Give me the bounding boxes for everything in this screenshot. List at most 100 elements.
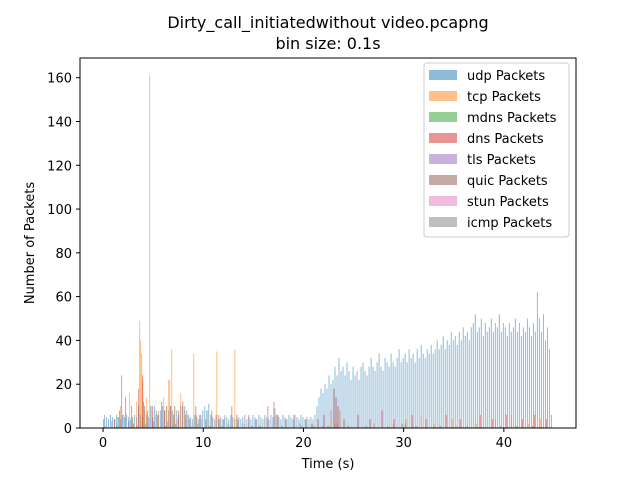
legend-label-dns: dns Packets — [467, 132, 544, 147]
bar-tcp-33 — [216, 351, 218, 428]
bar-dns-47 — [425, 419, 427, 428]
bar-udp-167 — [434, 349, 436, 428]
bar-tcp-44 — [339, 410, 341, 428]
bar-udp-187 — [474, 314, 476, 428]
bar-tcp-39 — [264, 419, 266, 428]
legend-swatch-tls — [429, 154, 457, 164]
bar-udp-31 — [162, 406, 164, 428]
bar-tls-2 — [167, 421, 169, 428]
bar-udp-218 — [536, 292, 538, 428]
bar-udp-141 — [382, 371, 384, 428]
bar-udp-114 — [328, 375, 330, 428]
bar-udp-8 — [118, 417, 120, 428]
bar-udp-176 — [452, 340, 454, 428]
bar-udp-179 — [458, 331, 460, 428]
bar-udp-65 — [230, 414, 232, 428]
bar-dns-28 — [267, 406, 269, 428]
bar-udp-77 — [254, 417, 256, 428]
bar-tcp-46 — [392, 423, 394, 428]
bar-tcp-25 — [180, 392, 182, 428]
bar-dns-11 — [164, 410, 166, 428]
bar-tcp-13 — [146, 397, 148, 428]
x-tick-label: 10 — [195, 436, 212, 451]
bar-tcp-17 — [158, 410, 160, 428]
bar-udp-189 — [478, 327, 480, 428]
bar-udp-107 — [314, 414, 316, 428]
bar-udp-1 — [104, 414, 106, 428]
bar-icmp-1 — [301, 425, 303, 428]
bar-udp-24 — [148, 417, 150, 428]
bar-udp-5 — [112, 417, 114, 428]
bar-udp-13 — [126, 414, 128, 428]
bar-udp-147 — [394, 366, 396, 428]
bar-tcp-29 — [196, 414, 198, 428]
bar-dns-7 — [147, 410, 149, 428]
bar-udp-108 — [316, 406, 318, 428]
y-tick-label: 40 — [55, 334, 72, 349]
bar-tls-9 — [499, 425, 501, 428]
bar-dns-39 — [335, 397, 337, 428]
bar-udp-25 — [150, 406, 152, 428]
x-tick-label: 30 — [395, 436, 412, 451]
bar-udp-95 — [290, 417, 292, 428]
legend-swatch-dns — [429, 133, 457, 143]
bar-tcp-5 — [129, 392, 131, 428]
bar-udp-144 — [388, 366, 390, 428]
bar-udp-46 — [192, 419, 194, 428]
bar-udp-7 — [116, 414, 118, 428]
y-tick-label: 20 — [55, 378, 72, 393]
bar-udp-112 — [324, 384, 326, 428]
bar-udp-132 — [364, 371, 366, 428]
bar-dns-13 — [173, 414, 175, 428]
bar-udp-212 — [524, 331, 526, 428]
bar-tcp-4 — [123, 414, 125, 428]
bar-tcp-53 — [510, 414, 512, 428]
bar-udp-81 — [262, 419, 264, 428]
legend-swatch-udp — [429, 70, 457, 80]
bar-udp-118 — [336, 375, 338, 428]
bar-tcp-26 — [184, 410, 186, 428]
bar-udp-156 — [412, 353, 414, 428]
bar-udp-168 — [436, 340, 438, 428]
bar-udp-125 — [350, 379, 352, 428]
bar-tcp-32 — [215, 414, 217, 428]
bar-dns-26 — [248, 414, 250, 428]
bar-dns-16 — [185, 414, 187, 428]
bar-udp-56 — [212, 417, 214, 428]
plot-frame — [79, 57, 577, 429]
bar-udp-116 — [332, 379, 334, 428]
bar-dns-42 — [357, 414, 359, 428]
bar-udp-84 — [268, 419, 270, 428]
bar-stun-3 — [321, 425, 323, 428]
bar-udp-69 — [238, 417, 240, 428]
bar-dns-33 — [305, 419, 307, 428]
bar-udp-209 — [518, 322, 520, 428]
bar-udp-129 — [358, 379, 360, 428]
bar-udp-188 — [476, 331, 478, 428]
bar-tcp-1 — [111, 421, 113, 428]
bar-dns-9 — [157, 414, 159, 428]
bar-udp-91 — [282, 414, 284, 428]
bar-udp-49 — [198, 419, 200, 428]
bar-udp-151 — [402, 357, 404, 428]
bar-udp-57 — [214, 419, 216, 428]
bar-tcp-16 — [155, 414, 157, 428]
bar-dns-36 — [323, 414, 325, 428]
bar-tls-1 — [145, 423, 147, 428]
bar-udp-170 — [440, 344, 442, 428]
bar-tcp-47 — [405, 419, 407, 428]
bar-tcp-36 — [234, 349, 236, 428]
bar-udp-223 — [546, 327, 548, 428]
bar-udp-105 — [310, 417, 312, 428]
bar-tcp-22 — [171, 349, 173, 428]
bar-tcp-55 — [539, 419, 541, 428]
bar-udp-72 — [244, 414, 246, 428]
bar-udp-163 — [426, 349, 428, 428]
bar-quic-2 — [175, 423, 177, 428]
bar-icmp-2 — [365, 425, 367, 428]
bar-quic-7 — [531, 425, 533, 428]
bar-tcp-2 — [117, 417, 119, 428]
bar-dns-17 — [189, 419, 191, 428]
bar-mdns-1 — [137, 425, 139, 428]
legend-label-tcp: tcp Packets — [467, 90, 541, 105]
